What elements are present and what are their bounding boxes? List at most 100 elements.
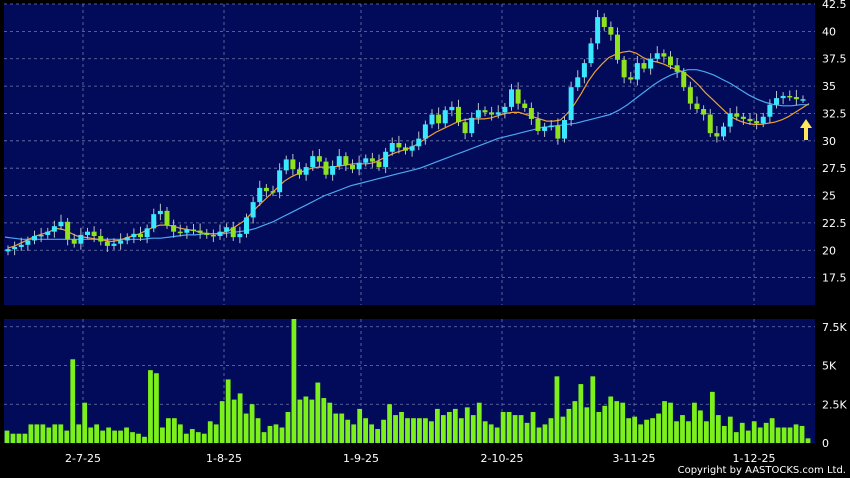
candle-body: [648, 58, 654, 69]
candle-body: [85, 231, 90, 235]
candle-body: [595, 17, 601, 44]
candle-body: [489, 112, 495, 115]
volume-bar: [195, 432, 201, 443]
candle-body: [694, 103, 700, 110]
volume-bar: [614, 401, 620, 443]
volume-bar: [656, 413, 661, 443]
volume-bar: [560, 416, 566, 443]
volume-bar: [733, 432, 739, 443]
candle-body: [257, 187, 263, 203]
volume-bar: [255, 418, 261, 443]
candle-body: [25, 240, 31, 245]
candle-body: [621, 59, 627, 78]
volume-bar: [518, 415, 524, 443]
candle-body: [18, 244, 24, 247]
volume-bar: [488, 424, 494, 443]
axis-labels: 17.5 20 22.5 25 27.5 30 32.5 35 37.5 40 42.5 0 2.5K 5…: [65, 0, 847, 465]
volume-bar: [381, 419, 386, 443]
volume-bar: [237, 393, 243, 443]
candle-body: [727, 113, 733, 127]
candle-body: [263, 187, 269, 192]
candle-body: [38, 234, 44, 237]
volume-bar: [339, 413, 345, 443]
volume-bar: [267, 425, 273, 443]
candle-body: [714, 133, 720, 137]
candle-body: [32, 236, 37, 241]
candle-body: [707, 114, 713, 134]
candle-body: [204, 232, 210, 235]
candle-body: [754, 121, 760, 124]
candle-body: [104, 241, 110, 246]
candle-body: [250, 202, 256, 218]
volume-bar: [10, 433, 16, 443]
volume-bar: [751, 421, 757, 443]
candle-body: [436, 114, 442, 124]
candle-body: [383, 151, 389, 168]
candle-body: [138, 233, 143, 238]
volume-bar: [632, 416, 638, 443]
price-tick-label: 30: [822, 135, 836, 148]
volume-bar: [769, 418, 775, 443]
candle-body: [237, 233, 243, 238]
candle-body: [456, 106, 461, 123]
candle-body: [277, 170, 283, 193]
volume-bar: [76, 424, 82, 443]
volume-bar: [698, 410, 703, 443]
candle-body: [376, 161, 382, 168]
price-panel: [4, 4, 815, 305]
candle-body: [562, 120, 567, 139]
time-tick-label: 2-10-25: [481, 452, 524, 465]
candle-body: [164, 210, 170, 226]
candle-body: [191, 229, 196, 231]
volume-bar: [94, 424, 100, 443]
candle-body: [217, 231, 223, 237]
candle-body: [475, 110, 481, 118]
candle-body: [310, 156, 316, 168]
candle-body: [78, 234, 84, 244]
candle-body: [356, 162, 362, 170]
volume-bar: [464, 407, 470, 443]
volume-bar: [435, 408, 440, 443]
candle-body: [244, 217, 249, 234]
volume-bar: [291, 319, 297, 443]
candle-body: [674, 65, 680, 72]
volume-bar: [88, 427, 94, 443]
volume-bar: [506, 412, 512, 443]
volume-bar: [608, 396, 614, 443]
volume-bar: [357, 408, 363, 443]
candle-body: [65, 221, 71, 240]
volume-bar: [715, 415, 721, 443]
volume-bar: [405, 418, 410, 443]
candle-body: [654, 53, 660, 59]
candle-body: [297, 169, 302, 175]
candlestick-series: [5, 10, 806, 256]
volume-bar: [530, 412, 536, 443]
volume-bar: [674, 421, 679, 443]
volume-bar: [423, 418, 428, 443]
volume-bar: [177, 424, 183, 443]
volume-bar: [512, 415, 518, 443]
volume-bar: [482, 421, 488, 443]
candle-body: [363, 158, 369, 163]
volume-bar: [375, 429, 380, 443]
candle-body: [634, 63, 640, 80]
volume-bar: [136, 433, 141, 443]
volume-bar: [28, 424, 34, 443]
volume-tick-label: 2.5K: [822, 398, 847, 411]
volume-bar: [644, 419, 649, 443]
candle-body: [528, 107, 534, 119]
candle-body: [416, 138, 422, 147]
volume-bar: [52, 424, 58, 443]
volume-bar: [303, 396, 309, 443]
volume-bar: [369, 424, 375, 443]
candle-body: [45, 231, 51, 235]
candle-body: [555, 125, 561, 139]
volume-bar: [578, 384, 584, 443]
volume-bar: [650, 418, 655, 443]
volume-bar: [446, 412, 452, 443]
volume-bar: [166, 418, 171, 443]
volume-bar: [189, 429, 195, 443]
volume-bar: [686, 421, 691, 443]
candle-body: [568, 87, 574, 121]
volume-bar: [620, 402, 626, 443]
